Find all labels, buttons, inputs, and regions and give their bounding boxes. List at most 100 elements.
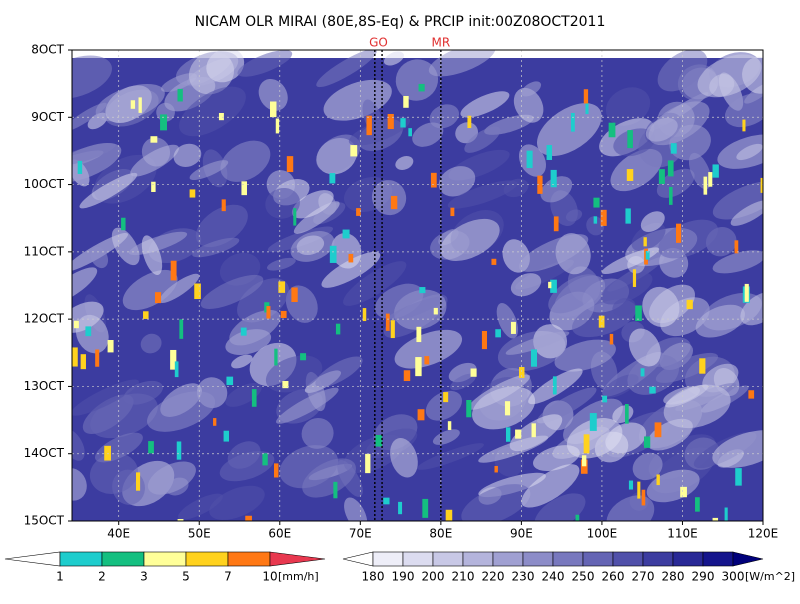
precip-cell	[466, 399, 472, 418]
field-blob	[656, 168, 695, 198]
precip-cell	[366, 115, 372, 136]
x-tick-label: 110E	[667, 527, 698, 541]
precip-cell	[640, 368, 645, 377]
precip-cell	[680, 486, 687, 498]
field-blob	[219, 451, 275, 482]
precip-cell	[593, 197, 600, 208]
colorbar-label: 3	[140, 570, 148, 584]
x-tick-label: 60E	[268, 527, 291, 541]
precip-cell	[274, 348, 278, 366]
field-blob	[518, 234, 589, 272]
precip-cell	[608, 122, 616, 138]
field-blob	[565, 209, 583, 222]
field-blob	[365, 428, 418, 459]
precip-cell	[553, 216, 559, 232]
field-blob	[225, 382, 262, 407]
colorbar-unit: [W/m^2]	[745, 570, 795, 583]
precip-cell	[656, 474, 660, 486]
field-blob	[229, 309, 281, 346]
precip-cell	[600, 209, 607, 226]
field-blob	[663, 384, 731, 429]
precip-cell	[537, 175, 543, 194]
precip-cell	[658, 169, 665, 184]
precip-cell	[422, 498, 429, 518]
field-blob	[606, 495, 655, 521]
precip-cell	[176, 441, 182, 460]
precip-cell	[430, 172, 437, 188]
precip-cell	[724, 507, 728, 521]
precip-cell	[170, 260, 177, 281]
precip-cell	[627, 130, 633, 149]
colorbar-segment	[227, 551, 271, 567]
field-blob	[461, 484, 531, 521]
precip-cell	[760, 177, 763, 193]
precip-cell	[80, 354, 86, 370]
field-blob	[206, 50, 245, 83]
precip-cell	[221, 199, 226, 212]
field-blob	[600, 272, 653, 305]
field-blob	[478, 435, 549, 463]
precip-cell	[348, 253, 354, 263]
precip-cell	[148, 441, 154, 454]
field-blob	[265, 187, 301, 219]
field-blob	[200, 274, 264, 309]
precip-cell	[333, 481, 338, 499]
x-tick-label: 40E	[107, 527, 130, 541]
field-blob	[540, 176, 573, 203]
y-tick-label: 12OCT	[24, 312, 65, 326]
precip-cell	[293, 208, 297, 226]
precip-cell	[530, 349, 538, 367]
field-blob	[412, 122, 444, 147]
precip-cell	[194, 283, 201, 300]
precip-cell	[240, 327, 247, 336]
field-blob	[428, 50, 496, 77]
precip-cell	[510, 321, 516, 334]
field-blob	[160, 73, 197, 93]
precip-cell	[300, 353, 307, 361]
precip-cell	[375, 435, 383, 447]
precip-cell	[686, 299, 693, 310]
field-blob	[302, 458, 356, 498]
colorbar-label: 210	[452, 570, 475, 584]
precip-cell	[121, 217, 126, 231]
precip-cell	[350, 145, 358, 157]
colorbar-segment	[101, 551, 145, 567]
field-blob	[395, 156, 414, 170]
x-tick-label: 120E	[748, 527, 779, 541]
colorbar-label: 270	[632, 570, 655, 584]
field-blob	[460, 91, 510, 118]
precip-cell	[708, 172, 713, 187]
precip-cell	[143, 311, 149, 319]
precip-cell	[695, 497, 700, 512]
precip-cell	[602, 395, 608, 403]
precip-cell	[583, 434, 590, 454]
field-blob	[632, 452, 663, 481]
precip-cell	[385, 313, 390, 331]
colorbar-segment	[522, 551, 554, 567]
precip-cell	[150, 136, 158, 143]
precip-cell	[526, 150, 533, 169]
precip-cell	[625, 208, 631, 224]
colorbar-label: 10	[262, 570, 277, 584]
precip-cell	[130, 100, 136, 109]
precip-cell	[641, 489, 646, 506]
precip-cell	[151, 181, 156, 192]
field-blob	[537, 103, 602, 156]
x-tick-label: 70E	[349, 527, 372, 541]
precip-cell	[77, 160, 83, 174]
precip-cell	[138, 97, 142, 113]
precip-cell	[154, 292, 162, 304]
colorbar-label: 2	[98, 570, 106, 584]
precip-cell	[494, 465, 498, 473]
field-blob	[147, 461, 196, 495]
field-blob	[740, 291, 763, 326]
field-blob	[605, 87, 651, 126]
precip-cell	[419, 287, 426, 294]
colorbar-segment	[612, 551, 644, 567]
field-blob	[147, 391, 216, 432]
precip-cell	[742, 119, 746, 132]
precip-cell	[515, 429, 522, 439]
field-blob	[72, 102, 107, 132]
field-blob	[566, 418, 623, 459]
precip-cell	[670, 143, 677, 154]
